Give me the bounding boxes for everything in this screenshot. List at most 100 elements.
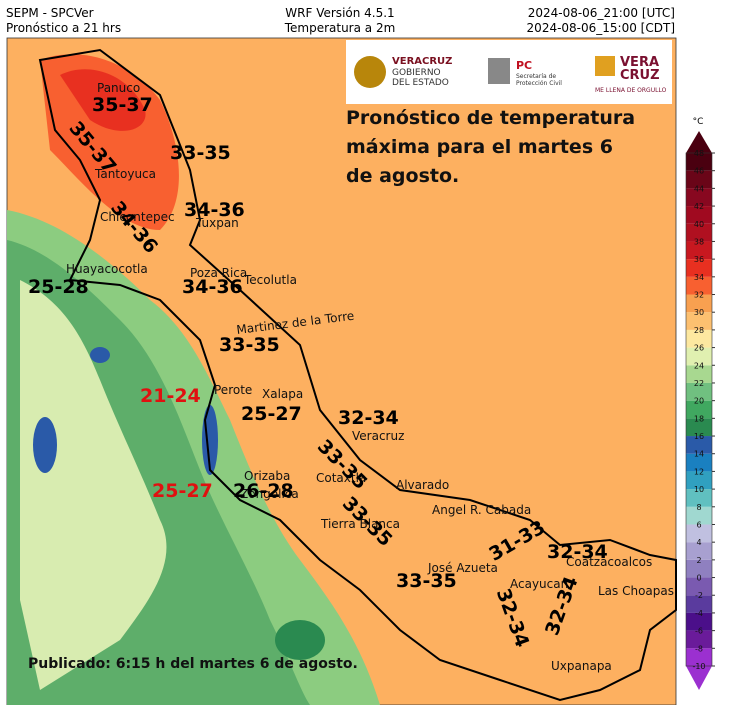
range-label: 33-35: [396, 570, 457, 592]
header-text: SEPM - SPCVer: [6, 6, 94, 20]
colorbar-segment: [686, 276, 712, 295]
colorbar-extend: [686, 666, 712, 690]
range-label: 33-35: [219, 334, 280, 356]
range-label: 21-24: [140, 385, 201, 407]
city-label: Tecolutla: [243, 273, 297, 287]
colorbar-segment: [686, 630, 712, 649]
range-label: 25-27: [241, 403, 302, 425]
land-cool: [275, 620, 325, 660]
colorbar-tick-label: 44: [694, 184, 704, 193]
land-hot: [40, 54, 179, 230]
city-label: Cotaxtla: [316, 471, 366, 485]
colorbar-tick-label: 20: [694, 397, 704, 406]
city-label: José Azueta: [427, 561, 498, 575]
colorbar-tick-label: 48: [694, 149, 704, 158]
colorbar-tick-label: 14: [694, 450, 704, 459]
city-label: Chicontepec: [100, 210, 175, 224]
city-label: Tantoyuca: [94, 167, 156, 181]
logo-text: PC: [516, 59, 532, 72]
header-text: 2024-08-06_21:00 [UTC]: [528, 6, 675, 20]
colorbar-tick-label: -8: [695, 644, 703, 653]
state-border: [38, 48, 677, 702]
range-label: 26-28: [233, 480, 294, 502]
colorbar-segment: [686, 312, 712, 330]
colorbar-tick-label: 26: [694, 344, 704, 353]
colorbar-segment: [686, 542, 712, 560]
colorbar-tick-label: 4: [696, 538, 701, 547]
land-cold: [90, 347, 110, 363]
city-label: Veracruz: [352, 429, 404, 443]
range-label: 25-28: [28, 276, 89, 298]
logo-text: DEL ESTADO: [392, 78, 449, 88]
city-label: Tierra Blanca: [320, 517, 400, 531]
brand-icon: [595, 56, 615, 76]
colorbar-segment: [686, 489, 712, 507]
logo-text: Protección Civil: [516, 80, 562, 87]
logo-text: ME LLENA DE ORGULLO: [595, 87, 667, 94]
colorbar-tick-label: -10: [692, 662, 705, 671]
city-label: Orizaba: [244, 469, 290, 483]
colorbar-segment: [686, 436, 712, 454]
colorbar-tick-label: 30: [694, 308, 704, 317]
logo-text: Secretaría de: [516, 73, 556, 80]
colorbar-tick-label: 46: [694, 167, 704, 176]
colorbar-tick-label: -6: [695, 627, 703, 636]
colorbar-tick-label: 12: [694, 467, 704, 476]
colorbar-tick-label: 0: [696, 574, 701, 583]
colorbar-segment: [686, 612, 712, 631]
range-label: 35-37: [92, 94, 153, 116]
range-label: 34-36: [182, 276, 243, 298]
colorbar-tick-label: 32: [694, 291, 704, 300]
colorbar-frame: [685, 152, 713, 667]
colorbar-tick-label: 24: [694, 361, 704, 370]
city-label: Zongolica: [240, 487, 299, 501]
header-text: Pronóstico a 21 hrs: [6, 21, 121, 35]
colorbar-segment: [686, 524, 712, 543]
logo-text: VERA: [620, 55, 659, 70]
colorbar-tick-label: 6: [696, 520, 701, 529]
range-label: 32-34: [338, 407, 399, 429]
range-label: 32-34: [547, 541, 608, 563]
range-label: 33-35: [170, 142, 231, 164]
state-shield: [354, 56, 386, 88]
city-label: Alvarado: [396, 478, 449, 492]
header-text: 2024-08-06_15:00 [CDT]: [527, 21, 675, 35]
colorbar-segment: [686, 506, 712, 525]
colorbar-segment: [686, 453, 712, 472]
colorbar-segment: [686, 595, 712, 613]
city-label: Huayacocotla: [66, 262, 148, 276]
colorbar-segment: [686, 223, 712, 242]
colorbar-segment: [686, 170, 712, 189]
city-label: Panuco: [97, 81, 140, 95]
colorbar-segment: [686, 153, 712, 171]
colorbar-segment: [686, 648, 712, 666]
colorbar-tick-label: 16: [694, 432, 704, 441]
colorbar-tick-label: 34: [694, 273, 704, 282]
map: [6, 37, 677, 705]
city-label: Coatzacoalcos: [566, 555, 652, 569]
header-text: Temperatura a 2m: [284, 21, 396, 35]
colorbar-unit: °C: [693, 117, 704, 127]
colorbar-segment: [686, 400, 712, 419]
colorbar-tick-label: 40: [694, 220, 704, 229]
colorbar-segment: [686, 206, 712, 224]
city-label: Xalapa: [262, 387, 303, 401]
pc-icon: [488, 58, 510, 84]
city-label: Angel R. Cabada: [432, 503, 531, 517]
city-label: Acayucan: [510, 577, 568, 591]
header-text: WRF Versión 4.5.1: [285, 6, 394, 20]
colorbar-extend: [686, 131, 712, 153]
city-label: Uxpanapa: [551, 659, 612, 673]
colorbar-segment: [686, 241, 712, 260]
colorbar-segment: [686, 365, 712, 383]
colorbar-tick-label: 22: [694, 379, 704, 388]
colorbar-segment: [686, 471, 712, 490]
map-title: Pronóstico de temperatura máxima para el…: [346, 107, 636, 187]
city-label: Poza Rica: [190, 266, 247, 280]
footer-note: Publicado: 6:15 h del martes 6 de agosto…: [28, 656, 358, 672]
colorbar-segment: [686, 294, 712, 313]
logo-text: VERACRUZ: [392, 56, 452, 67]
land-cold: [33, 417, 57, 473]
